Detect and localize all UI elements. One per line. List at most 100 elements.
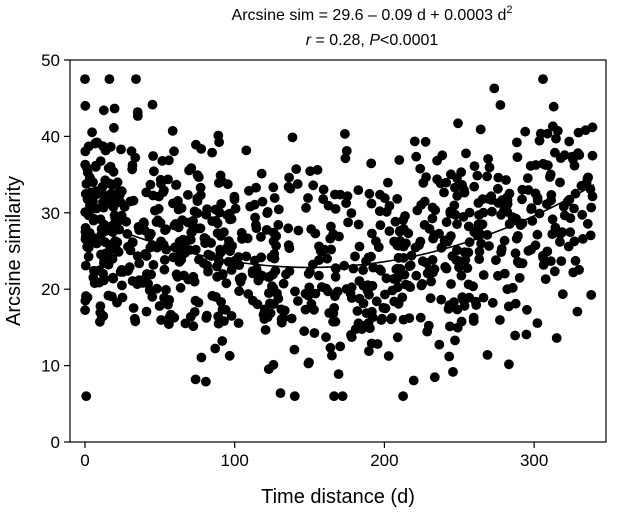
data-point — [403, 228, 414, 239]
data-point — [87, 204, 98, 215]
data-point — [507, 282, 518, 293]
data-point — [309, 328, 320, 338]
data-points — [80, 74, 598, 402]
data-point — [116, 144, 126, 155]
data-point — [341, 146, 352, 156]
data-point — [265, 298, 275, 309]
data-point — [310, 228, 321, 239]
data-point — [180, 318, 191, 329]
data-point — [233, 318, 244, 328]
data-point — [87, 127, 97, 138]
data-point — [322, 253, 332, 264]
subtitle-p-value: <0.0001 — [380, 32, 438, 49]
data-point — [408, 375, 419, 386]
data-point — [116, 214, 127, 225]
data-point — [290, 286, 300, 297]
data-point — [215, 170, 226, 181]
data-point — [563, 241, 574, 252]
data-point — [80, 305, 90, 316]
data-point — [170, 219, 181, 229]
data-point — [343, 217, 353, 228]
data-point — [461, 148, 471, 159]
data-point — [319, 244, 330, 255]
data-point — [193, 223, 204, 234]
title-superscript: 2 — [506, 4, 512, 16]
data-point — [169, 146, 179, 157]
data-point — [327, 350, 337, 361]
data-point — [116, 186, 127, 197]
data-point — [534, 135, 545, 146]
y-tick-label: 40 — [41, 127, 60, 146]
data-point — [504, 359, 514, 370]
data-point — [381, 206, 392, 217]
data-point — [444, 351, 455, 362]
data-point — [463, 279, 474, 290]
data-point — [586, 202, 597, 213]
data-point — [482, 171, 492, 182]
data-point — [429, 372, 440, 383]
data-point — [549, 266, 560, 277]
data-point — [572, 306, 583, 317]
data-point — [538, 260, 549, 270]
data-point — [474, 246, 485, 257]
data-point — [194, 254, 204, 265]
data-point — [253, 275, 264, 286]
data-point — [163, 174, 173, 185]
data-point — [80, 260, 91, 271]
x-tick-label: 200 — [370, 451, 398, 470]
data-point — [403, 280, 414, 291]
data-point — [425, 293, 436, 304]
data-point — [456, 316, 467, 327]
data-point — [473, 223, 484, 234]
data-point — [189, 307, 200, 317]
data-point — [116, 265, 127, 275]
data-point — [335, 189, 346, 200]
data-point — [476, 238, 486, 249]
data-point — [389, 296, 400, 307]
data-point — [156, 315, 167, 325]
data-point — [328, 316, 338, 327]
data-point — [354, 276, 365, 286]
data-point — [493, 172, 504, 183]
data-point — [331, 263, 341, 274]
data-point — [557, 227, 568, 238]
data-point — [303, 193, 313, 203]
data-point — [463, 247, 474, 258]
data-point — [207, 147, 218, 158]
data-point — [85, 172, 95, 183]
data-point — [495, 100, 506, 110]
data-point — [545, 169, 556, 180]
data-point — [108, 272, 118, 283]
data-point — [514, 273, 525, 283]
data-point — [446, 231, 456, 241]
data-point — [434, 339, 445, 350]
data-point — [367, 228, 377, 239]
data-point — [457, 180, 467, 190]
data-point — [281, 269, 291, 280]
x-tick-label: 100 — [221, 451, 249, 470]
x-axis-label: Time distance (d) — [261, 486, 415, 508]
data-point — [153, 203, 164, 214]
data-point — [453, 118, 463, 129]
data-point — [383, 177, 393, 188]
data-point — [201, 376, 211, 387]
data-point — [469, 161, 480, 172]
data-point — [383, 351, 394, 361]
data-point — [304, 357, 314, 368]
chart-subtitle: r = 0.28, P<0.0001 — [306, 32, 439, 49]
data-point — [94, 277, 104, 288]
data-point — [540, 274, 551, 284]
data-point — [279, 305, 290, 316]
data-point — [574, 150, 585, 160]
data-point — [321, 332, 331, 343]
data-point — [289, 391, 300, 402]
data-point — [411, 151, 422, 162]
data-point — [353, 219, 364, 230]
data-point — [587, 150, 598, 161]
data-point — [460, 254, 471, 265]
data-point — [260, 325, 271, 335]
data-point — [530, 160, 541, 170]
y-axis-label: Arcsine similarity — [3, 176, 25, 326]
data-point — [234, 286, 245, 297]
subtitle-r-value: = 0.28, — [311, 32, 369, 49]
